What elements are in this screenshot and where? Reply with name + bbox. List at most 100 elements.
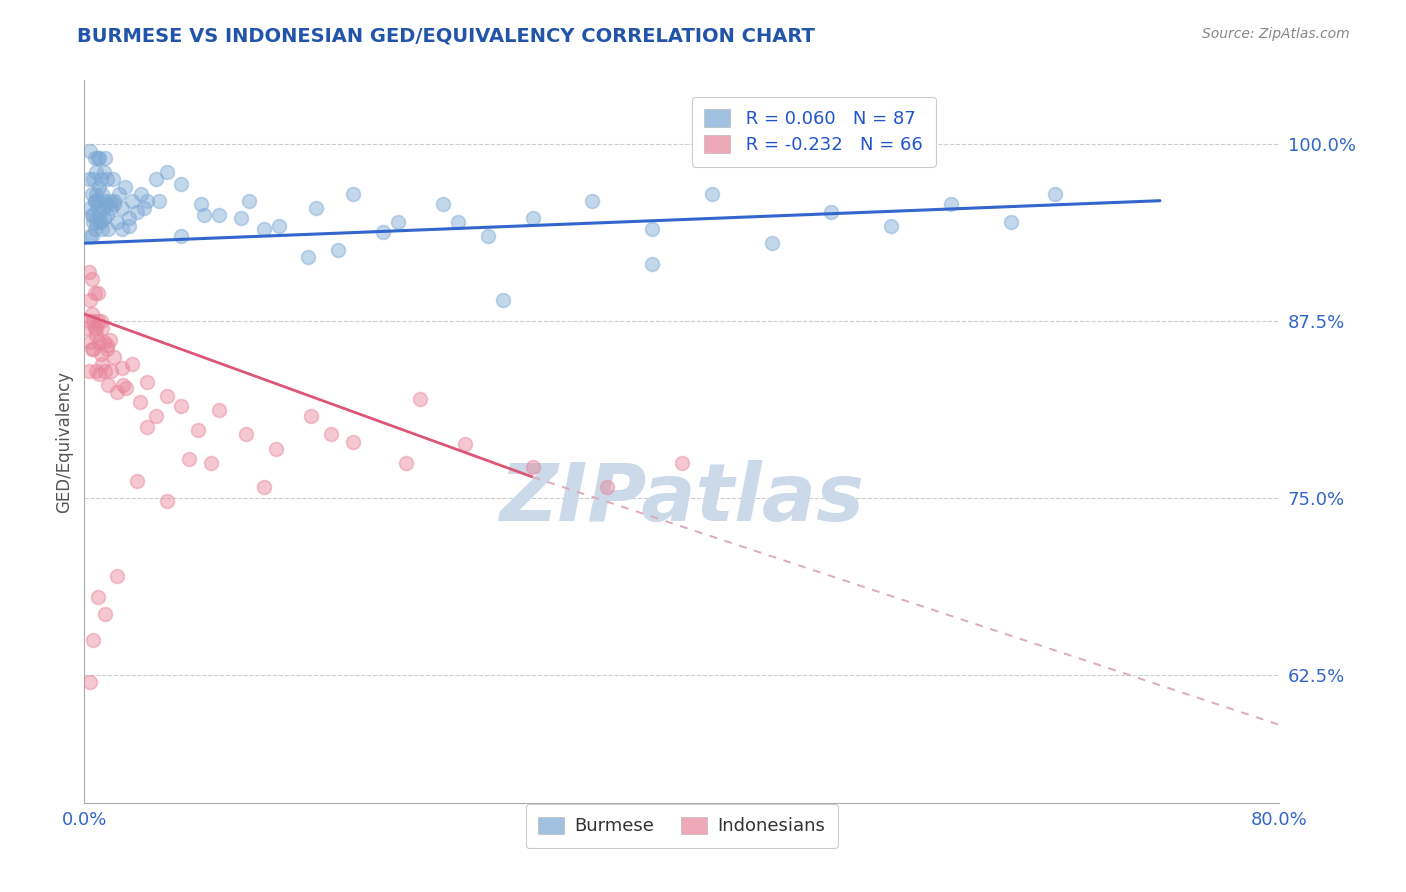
Point	[87, 591, 110, 605]
Point	[200, 456, 222, 470]
Point	[93, 201, 115, 215]
Point	[103, 196, 125, 211]
Point	[342, 434, 364, 449]
Point	[97, 222, 120, 236]
Point	[125, 205, 148, 219]
Point	[94, 607, 117, 622]
Point	[91, 321, 114, 335]
Point	[208, 208, 231, 222]
Point	[128, 395, 150, 409]
Point	[89, 335, 111, 350]
Point	[121, 357, 143, 371]
Point	[112, 377, 135, 392]
Point	[82, 343, 104, 357]
Point	[87, 194, 110, 208]
Point	[91, 222, 114, 236]
Point	[492, 293, 515, 307]
Point	[83, 151, 105, 165]
Point	[264, 442, 287, 456]
Point	[1045, 186, 1067, 201]
Point	[82, 172, 104, 186]
Point	[82, 208, 104, 222]
Point	[118, 211, 141, 225]
Point	[98, 333, 121, 347]
Point	[373, 225, 395, 239]
Point	[238, 194, 260, 208]
Point	[145, 409, 167, 423]
Point	[761, 236, 783, 251]
Point	[297, 251, 319, 265]
Point	[80, 343, 103, 357]
Point	[96, 208, 118, 222]
Point	[86, 364, 108, 378]
Point	[190, 196, 212, 211]
Point	[177, 451, 200, 466]
Point	[208, 403, 231, 417]
Point	[148, 194, 170, 208]
Point	[129, 186, 152, 201]
Point	[94, 194, 117, 208]
Point	[86, 321, 108, 335]
Point	[97, 377, 120, 392]
Point	[90, 215, 112, 229]
Point	[432, 196, 454, 211]
Point	[111, 201, 134, 215]
Point	[89, 215, 111, 229]
Point	[89, 367, 111, 381]
Point	[80, 186, 103, 201]
Point	[641, 257, 664, 271]
Point	[91, 357, 114, 371]
Point	[87, 314, 110, 328]
Point	[939, 196, 962, 211]
Point	[328, 244, 350, 258]
Point	[90, 314, 112, 328]
Point	[105, 215, 128, 229]
Point	[89, 179, 111, 194]
Point	[87, 151, 110, 165]
Point	[94, 151, 117, 165]
Point	[107, 186, 129, 201]
Point	[136, 420, 159, 434]
Point	[91, 186, 114, 201]
Point	[115, 381, 138, 395]
Point	[193, 208, 215, 222]
Point	[880, 219, 903, 234]
Point	[477, 229, 499, 244]
Point	[170, 177, 193, 191]
Point	[319, 427, 342, 442]
Point	[96, 196, 118, 211]
Point	[89, 208, 111, 222]
Point	[90, 172, 112, 186]
Point	[79, 201, 101, 215]
Point	[83, 194, 105, 208]
Point	[79, 335, 101, 350]
Point	[342, 186, 364, 201]
Point	[125, 474, 148, 488]
Point	[79, 675, 101, 690]
Point	[596, 480, 619, 494]
Point	[94, 364, 117, 378]
Point	[235, 427, 257, 442]
Point	[80, 208, 103, 222]
Point	[86, 215, 108, 229]
Point	[93, 165, 115, 179]
Point	[80, 271, 103, 285]
Point	[253, 480, 276, 494]
Point	[83, 285, 105, 300]
Point	[454, 437, 477, 451]
Point	[820, 205, 842, 219]
Point	[77, 172, 100, 186]
Point	[77, 364, 100, 378]
Point	[93, 335, 115, 350]
Point	[103, 194, 125, 208]
Point	[77, 314, 100, 328]
Point	[394, 456, 416, 470]
Point	[301, 409, 323, 423]
Point	[114, 179, 136, 194]
Point	[80, 229, 103, 244]
Point	[155, 165, 177, 179]
Point	[86, 186, 108, 201]
Point	[83, 222, 105, 236]
Point	[86, 165, 108, 179]
Point	[82, 215, 104, 229]
